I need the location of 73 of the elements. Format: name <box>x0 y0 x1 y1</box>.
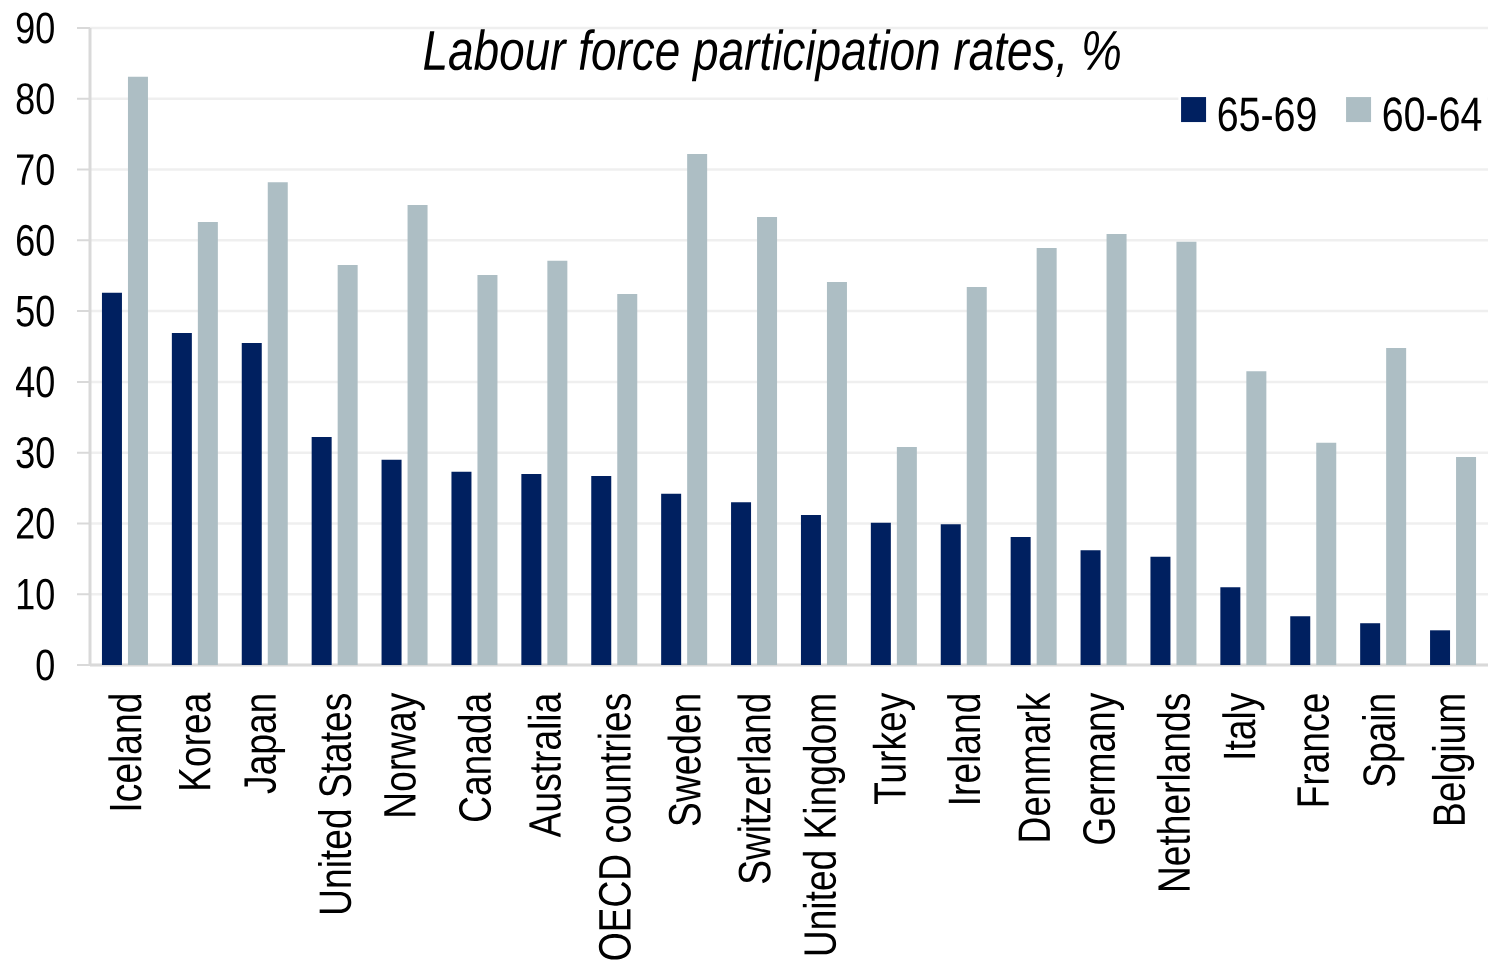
bar <box>1290 616 1311 665</box>
x-tick-label: Germany <box>1083 692 1125 844</box>
bar <box>407 204 428 665</box>
bar <box>1246 371 1267 665</box>
bar <box>197 221 218 665</box>
x-tick-label: Denmark <box>1017 692 1051 841</box>
y-tick-label: 70 <box>17 153 54 186</box>
x-tick-label: United Kingdom <box>802 695 846 955</box>
bar <box>617 294 638 665</box>
bar <box>1010 536 1031 665</box>
bar <box>966 287 987 665</box>
bar <box>101 292 122 665</box>
legend-label: 65-69 <box>1218 97 1316 132</box>
bar <box>1176 241 1197 665</box>
x-tick-label: Norway <box>384 692 425 816</box>
bar <box>940 524 961 665</box>
bar <box>127 76 148 665</box>
x-tick-label: Australia <box>527 692 561 838</box>
bar <box>547 260 568 665</box>
y-tick-label: 30 <box>16 437 54 469</box>
x-tick-label: Ireland <box>947 695 981 803</box>
bar <box>661 493 682 665</box>
x-tick-label: OECD countries <box>597 694 631 960</box>
x-tick-label: Belgium <box>1431 695 1475 824</box>
bar <box>1360 623 1381 665</box>
bar <box>870 522 891 665</box>
x-tick-label: Switzerland <box>737 695 771 884</box>
bar <box>687 153 708 665</box>
bar <box>477 275 498 665</box>
bar <box>241 342 262 665</box>
y-tick-label: 50 <box>16 295 54 327</box>
bar <box>337 265 358 665</box>
bar <box>171 333 192 665</box>
y-tick-label: 40 <box>16 366 54 398</box>
x-tick-label: Iceland <box>108 695 142 810</box>
y-tick-label: 80 <box>16 83 54 115</box>
x-tick-label: Italy <box>1222 692 1265 758</box>
bar <box>826 282 847 665</box>
bar <box>896 446 917 665</box>
y-tick-label: 10 <box>17 578 54 610</box>
x-tick-label: Sweden <box>667 695 701 826</box>
x-tick-label: Turkey <box>872 692 915 805</box>
bar <box>311 437 332 665</box>
bar <box>1316 442 1337 665</box>
bar <box>1456 456 1477 665</box>
y-tick-label: 0 <box>36 649 54 681</box>
bar <box>1386 347 1407 665</box>
y-tick-label: 60 <box>17 224 54 256</box>
bar <box>381 459 402 665</box>
bar <box>757 216 778 665</box>
x-tick-label: France <box>1297 694 1330 806</box>
chart-title: Labour force participation rates, % <box>423 29 1120 82</box>
x-tick-label: Netherlands <box>1156 694 1191 891</box>
bar <box>1430 630 1451 665</box>
bar <box>591 476 612 665</box>
bar <box>1036 248 1057 665</box>
x-tick-label: Canada <box>457 692 492 822</box>
bar <box>1080 550 1101 665</box>
bar <box>1106 233 1127 665</box>
x-tick-label: United States <box>318 694 352 913</box>
y-tick-label: 20 <box>16 507 54 540</box>
legend-label: 60-64 <box>1383 97 1482 132</box>
bar <box>800 514 821 665</box>
bar <box>1220 587 1241 665</box>
bar <box>731 502 752 665</box>
x-tick-label: Japan <box>244 695 286 794</box>
bar <box>521 473 542 665</box>
x-tick-label: Korea <box>179 692 211 789</box>
bar <box>451 471 472 665</box>
x-tick-label: Spain <box>1362 695 1405 787</box>
bar <box>267 182 288 665</box>
bar <box>1150 556 1171 665</box>
y-tick-label: 90 <box>16 12 54 44</box>
